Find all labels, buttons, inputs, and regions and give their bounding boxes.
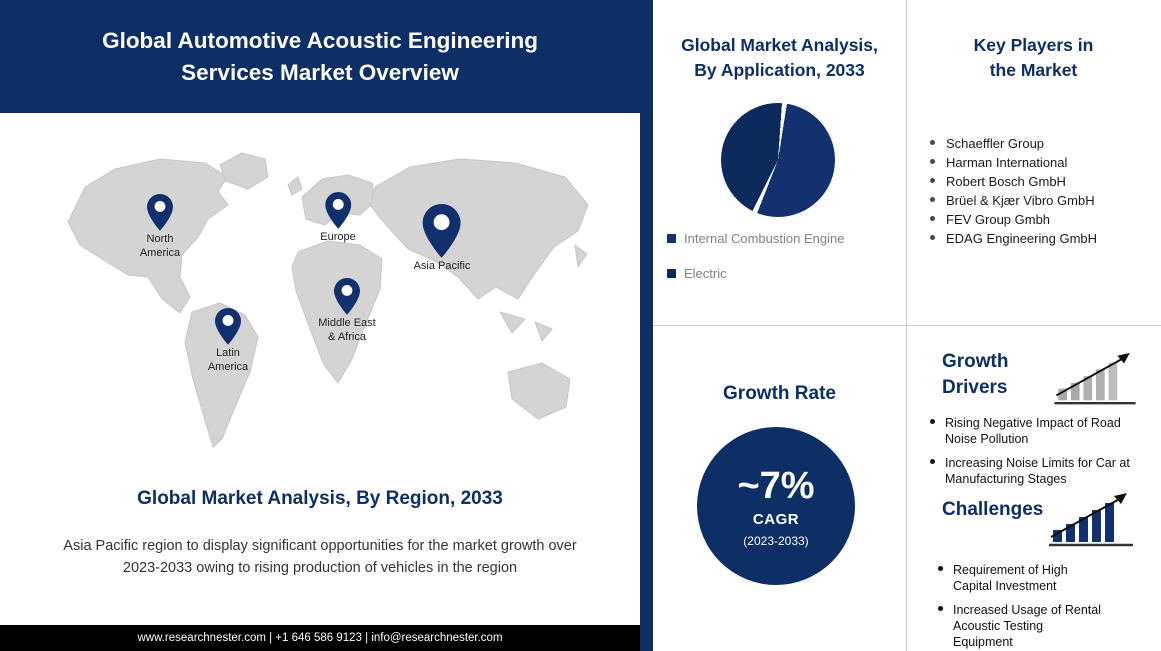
growth-rate-badge: ~7% CAGR (2023-2033) — [697, 427, 855, 585]
page-title: Global Automotive Acoustic Engineering S… — [102, 28, 538, 85]
challenges-list: Requirement of High Capital Investment I… — [938, 562, 1103, 651]
map-pin-latin-america: Latin America — [197, 308, 259, 374]
key-player-item: Harman International — [930, 155, 1097, 170]
key-player-item: FEV Group Gmbh — [930, 212, 1097, 227]
challenge-item: Increased Usage of Rental Acoustic Testi… — [938, 602, 1103, 651]
application-section-title: Global Market Analysis, By Application, … — [681, 35, 878, 80]
legend-swatch-icon — [667, 269, 676, 278]
key-players-header: Key Players in the Market — [906, 33, 1161, 82]
map-pin-label: Latin America — [207, 346, 249, 373]
legend-label: Electric — [684, 266, 727, 281]
legend-label: Internal Combustion Engine — [684, 231, 845, 246]
pie-legend: Internal Combustion Engine Electric — [667, 231, 844, 301]
challenge-item: Requirement of High Capital Investment — [938, 562, 1103, 595]
location-pin-icon — [422, 204, 461, 258]
legend-item-electric: Electric — [667, 266, 844, 281]
key-player-item: Robert Bosch GmbH — [930, 174, 1097, 189]
map-pin-middle-east-africa: Middle East & Africa — [316, 278, 378, 344]
cagr-period: (2023-2033) — [743, 533, 809, 548]
location-pin-icon — [324, 192, 351, 229]
footer-contact-text: www.researchnester.com | +1 646 586 9123… — [137, 632, 503, 644]
navy-divider — [640, 0, 653, 651]
application-pie-chart — [721, 103, 835, 217]
legend-item-internal-combustion: Internal Combustion Engine — [667, 231, 844, 246]
challenges-title: Challenges — [942, 499, 1044, 520]
world-map — [67, 152, 589, 448]
location-pin-icon — [147, 194, 173, 231]
challenges-bars-icon — [1046, 490, 1138, 550]
region-description: Asia Pacific region to display significa… — [63, 538, 577, 576]
footer-bar: www.researchnester.com | +1 646 586 9123… — [0, 625, 640, 651]
map-pin-label: Asia Pacific — [413, 259, 471, 272]
cagr-label: CAGR — [752, 510, 800, 528]
legend-swatch-icon — [667, 234, 676, 243]
growth-bars-icon — [1052, 350, 1140, 408]
key-player-item: EDAG Engineering GmbH — [930, 231, 1097, 246]
map-pin-north-america: North America — [129, 194, 191, 260]
growth-rate-title: Growth Rate — [723, 383, 836, 404]
growth-drivers-list: Rising Negative Impact of Road Noise Pol… — [930, 415, 1150, 494]
location-pin-icon — [334, 278, 360, 315]
growth-driver-item: Increasing Noise Limits for Car at Manuf… — [930, 455, 1150, 488]
map-pin-label: North America — [139, 232, 181, 259]
location-pin-icon — [215, 308, 241, 345]
world-map-area: North America Europe Asia Pacific Middle… — [30, 126, 610, 478]
key-players-title: Key Players in the Market — [973, 35, 1094, 80]
key-players-list: Schaeffler Group Harman International Ro… — [930, 136, 1097, 250]
map-pin-europe: Europe — [320, 192, 356, 245]
title-banner: Global Automotive Acoustic Engineering S… — [0, 0, 640, 113]
key-player-item: Brüel & Kjær Vibro GmbH — [930, 193, 1097, 208]
map-pin-label: Middle East & Africa — [318, 316, 376, 343]
growth-driver-item: Rising Negative Impact of Road Noise Pol… — [930, 415, 1150, 448]
region-section-title: Global Market Analysis, By Region, 2033 — [137, 488, 503, 509]
key-player-item: Schaeffler Group — [930, 136, 1097, 151]
map-pin-label: Europe — [320, 230, 356, 243]
horizontal-divider-line — [653, 325, 1161, 326]
growth-drivers-title: Growth Drivers — [942, 351, 1009, 398]
cagr-value: ~7% — [737, 464, 815, 507]
map-pin-asia-pacific: Asia Pacific — [413, 204, 471, 274]
